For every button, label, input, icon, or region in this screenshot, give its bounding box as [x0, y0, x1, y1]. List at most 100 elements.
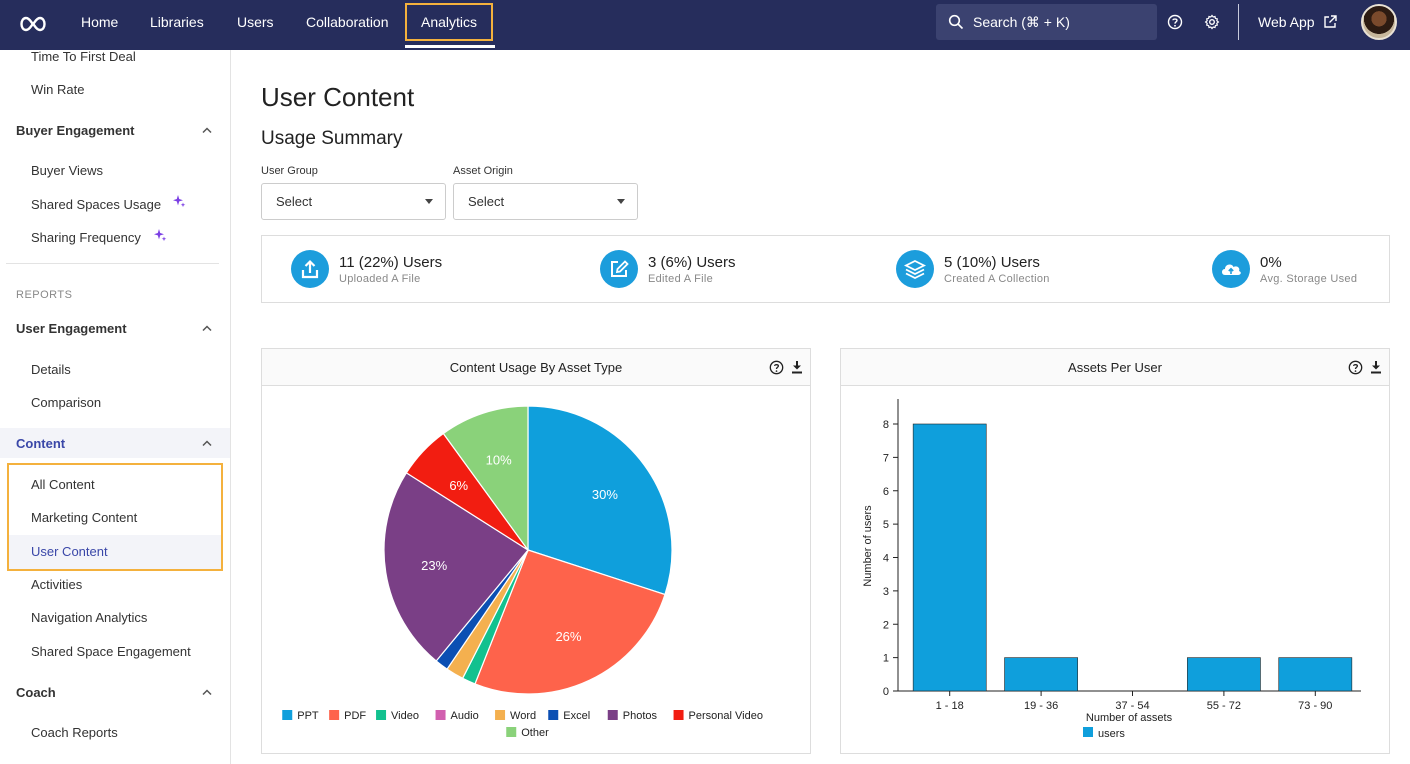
top-navigation-bar: Home Libraries Users Collaboration Analy…	[0, 0, 1410, 50]
settings-gear-icon[interactable]	[1204, 14, 1220, 30]
sidebar-divider	[6, 263, 219, 264]
help-icon[interactable]	[1348, 360, 1363, 375]
y-tick-label: 4	[883, 553, 889, 565]
stat-value: 0%	[1260, 254, 1282, 271]
nav-libraries[interactable]: Libraries	[150, 14, 204, 30]
top-divider	[1238, 4, 1239, 40]
search-box[interactable]: Search (⌘ + K)	[936, 4, 1157, 40]
external-link-icon[interactable]	[1322, 14, 1338, 30]
sidebar-item-win-rate[interactable]: Win Rate	[31, 82, 85, 97]
sidebar-active-background	[9, 535, 221, 569]
sidebar-item-user-content[interactable]: User Content	[31, 544, 108, 559]
sidebar-group-user-engagement[interactable]: User Engagement	[16, 321, 127, 336]
pie-slice-label: 26%	[555, 629, 581, 644]
stat-value: 11 (22%) Users	[339, 254, 443, 271]
help-icon[interactable]	[769, 360, 784, 375]
nav-analytics[interactable]: Analytics	[405, 3, 494, 41]
edit-icon	[600, 250, 638, 288]
chevron-up-icon[interactable]	[201, 688, 213, 696]
y-tick-label: 3	[883, 586, 889, 598]
chevron-up-icon[interactable]	[201, 324, 213, 332]
upload-icon	[291, 250, 329, 288]
sidebar-item-all-content[interactable]: All Content	[31, 477, 95, 492]
stat-label: Uploaded A File	[339, 273, 421, 285]
pie-slice-ppt[interactable]	[527, 405, 673, 596]
sidebar-item-marketing-content[interactable]: Marketing Content	[31, 510, 138, 525]
legend-label[interactable]: Audio	[451, 710, 479, 722]
user-group-select[interactable]: Select	[261, 183, 446, 220]
legend-swatch	[607, 710, 618, 720]
y-tick-label: 0	[883, 686, 889, 698]
sidebar-group-buyer-engagement[interactable]: Buyer Engagement	[16, 123, 135, 138]
bar-19-36[interactable]	[1004, 657, 1078, 692]
legend-swatch	[376, 710, 387, 720]
legend-label[interactable]: Excel	[563, 710, 590, 722]
bar-55-72[interactable]	[1187, 657, 1261, 692]
content-usage-panel: Content Usage By Asset Type 30% 26% 23% 6% 1…	[261, 348, 811, 754]
sidebar-item-shared-spaces-usage[interactable]: Shared Spaces Usage	[31, 197, 162, 212]
sidebar-group-content[interactable]: Content	[16, 436, 66, 451]
legend-label[interactable]: Word	[510, 710, 536, 722]
pie-slice-label: 30%	[592, 487, 618, 502]
nav-users[interactable]: Users	[237, 14, 274, 30]
web-app-link[interactable]: Web App	[1258, 14, 1315, 30]
legend-swatch	[548, 710, 559, 720]
legend-label[interactable]: Other	[521, 727, 549, 739]
sidebar-section-reports: REPORTS	[16, 289, 73, 301]
nav-home[interactable]: Home	[81, 14, 119, 30]
cloud-upload-icon	[1212, 250, 1250, 288]
sidebar-item-coach-reports[interactable]: Coach Reports	[31, 725, 118, 740]
bar-73-90[interactable]	[1278, 657, 1353, 692]
bar-1-18[interactable]	[912, 423, 987, 692]
sidebar-item-buyer-views[interactable]: Buyer Views	[31, 163, 104, 178]
app-logo-icon[interactable]	[18, 12, 48, 36]
legend-swatch	[282, 710, 293, 720]
stat-value: 5 (10%) Users	[944, 254, 1040, 271]
pie-slice-other[interactable]	[442, 405, 529, 552]
sidebar-group-coach[interactable]: Coach	[16, 685, 56, 700]
legend-label[interactable]: PDF	[344, 710, 366, 722]
legend-swatch	[673, 710, 684, 720]
x-tick-label: 73 - 90	[1298, 700, 1332, 712]
assets-per-user-panel: Assets Per User 0 1 2 3 4 5 6 7 8 1 - 18 19 - 36 37…	[840, 348, 1390, 754]
sidebar-item-time-to-first-deal[interactable]: Time To First Deal	[31, 49, 136, 64]
y-tick-label: 8	[883, 419, 889, 431]
asset-origin-select[interactable]: Select	[453, 183, 638, 220]
download-icon[interactable]	[791, 360, 803, 374]
y-tick-label: 2	[883, 619, 889, 631]
legend-label[interactable]: Personal Video	[689, 710, 763, 722]
pie-slice-photos[interactable]	[383, 472, 529, 662]
sidebar-item-navigation-analytics[interactable]: Navigation Analytics	[31, 610, 148, 625]
legend-label[interactable]: Video	[391, 710, 419, 722]
legend-swatch	[506, 727, 517, 737]
chevron-up-icon[interactable]	[201, 126, 213, 134]
caret-down-icon	[425, 199, 433, 204]
caret-down-icon	[617, 199, 625, 204]
sidebar-item-shared-space-engagement[interactable]: Shared Space Engagement	[31, 644, 191, 659]
pie-slice-pdf[interactable]	[474, 549, 666, 695]
sidebar-item-sharing-frequency[interactable]: Sharing Frequency	[31, 230, 141, 245]
user-avatar[interactable]	[1361, 4, 1397, 40]
download-icon[interactable]	[1370, 360, 1382, 374]
legend-label[interactable]: users	[1098, 728, 1125, 740]
sidebar-item-activities[interactable]: Activities	[31, 577, 83, 592]
x-tick-label: 19 - 36	[1024, 700, 1058, 712]
legend-label[interactable]: PPT	[297, 710, 319, 722]
search-icon	[948, 14, 964, 30]
x-tick-label: 55 - 72	[1207, 700, 1241, 712]
stat-label: Edited A File	[648, 273, 714, 285]
panel-header: Content Usage By Asset Type	[262, 349, 810, 386]
legend-label[interactable]: Photos	[623, 710, 658, 722]
chevron-up-icon[interactable]	[201, 439, 213, 447]
pie-slice-label: 6%	[449, 478, 468, 493]
nav-collaboration[interactable]: Collaboration	[306, 14, 389, 30]
sidebar-item-details[interactable]: Details	[31, 362, 71, 377]
sparkle-icon	[154, 229, 167, 242]
help-icon[interactable]	[1167, 14, 1183, 30]
asset-origin-label: Asset Origin	[453, 165, 513, 177]
x-axis-label: Number of assets	[1086, 712, 1173, 724]
sidebar-item-comparison[interactable]: Comparison	[31, 395, 102, 410]
asset-origin-value: Select	[468, 194, 505, 209]
y-tick-label: 1	[883, 653, 889, 665]
stat-label: Created A Collection	[944, 273, 1050, 285]
